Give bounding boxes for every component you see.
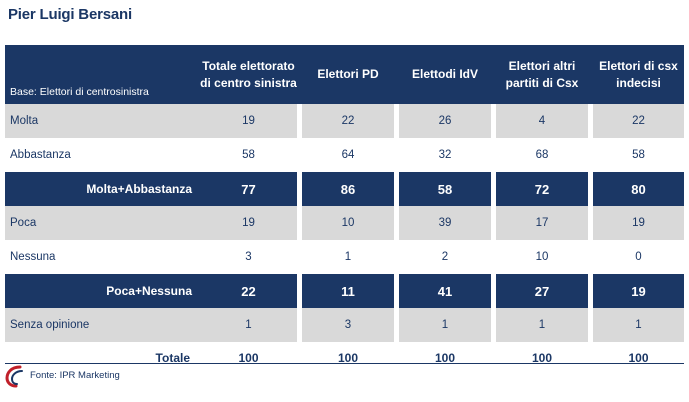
table-cell: 19	[200, 104, 297, 138]
row-label: Senza opinione	[5, 308, 200, 342]
row-label: Poca	[5, 206, 200, 240]
table-cell: 1	[200, 308, 297, 342]
table-cell: 26	[399, 104, 491, 138]
table-cell: 86	[302, 172, 394, 206]
table-cell: 58	[399, 172, 491, 206]
summary-row: Poca+Nessuna 22 11 41 27 19	[5, 274, 684, 308]
table-row: Molta 19 22 26 4 22	[5, 104, 684, 138]
table-cell: 11	[302, 274, 394, 308]
header-row: Base: Elettori di centrosinistra Totale …	[5, 45, 684, 104]
bottom-rule	[5, 363, 684, 364]
column-header-totale: Totale elettorato di centro sinistra	[200, 45, 297, 104]
table-cell: 27	[496, 274, 588, 308]
base-label: Base: Elettori di centrosinistra	[5, 45, 200, 104]
results-table: Base: Elettori di centrosinistra Totale …	[5, 45, 684, 374]
table-cell: 19	[200, 206, 297, 240]
source-note: Fonte: IPR Marketing	[30, 370, 120, 381]
total-row: Totale 100 100 100 100 100	[5, 342, 684, 374]
table-cell: 1	[399, 308, 491, 342]
row-label: Nessuna	[5, 240, 200, 274]
table-cell: 32	[399, 138, 491, 172]
table-cell: 1	[302, 240, 394, 274]
table-row: Senza opinione 1 3 1 1 1	[5, 308, 684, 342]
table-cell: 58	[200, 138, 297, 172]
table-cell: 58	[593, 138, 684, 172]
row-label: Poca+Nessuna	[5, 274, 200, 308]
table-cell: 19	[593, 206, 684, 240]
table-cell: 22	[200, 274, 297, 308]
table-cell: 10	[496, 240, 588, 274]
row-label: Abbastanza	[5, 138, 200, 172]
table-cell: 4	[496, 104, 588, 138]
table-cell: 100	[496, 342, 588, 374]
table-cell: 64	[302, 138, 394, 172]
table-row: Abbastanza 58 64 32 68 58	[5, 138, 684, 172]
column-header-indecisi: Elettori di csx indecisi	[593, 45, 684, 104]
table-cell: 2	[399, 240, 491, 274]
column-header-altri: Elettori altri partiti di Csx	[496, 45, 588, 104]
table-cell: 22	[593, 104, 684, 138]
table-cell: 100	[200, 342, 297, 374]
table-cell: 100	[399, 342, 491, 374]
table-cell: 77	[200, 172, 297, 206]
table-cell: 41	[399, 274, 491, 308]
table-cell: 100	[302, 342, 394, 374]
table-cell: 68	[496, 138, 588, 172]
table-cell: 39	[399, 206, 491, 240]
table-row: Poca 19 10 39 17 19	[5, 206, 684, 240]
row-label: Totale	[5, 342, 200, 374]
table-cell: 10	[302, 206, 394, 240]
column-header-idv: Elettodi IdV	[399, 45, 491, 104]
table-cell: 17	[496, 206, 588, 240]
table-cell: 100	[593, 342, 684, 374]
table-cell: 1	[496, 308, 588, 342]
table-cell: 22	[302, 104, 394, 138]
row-label: Molta+Abbastanza	[5, 172, 200, 206]
table-cell: 72	[496, 172, 588, 206]
table-cell: 3	[302, 308, 394, 342]
table-row: Nessuna 3 1 2 10 0	[5, 240, 684, 274]
table-cell: 1	[593, 308, 684, 342]
ipr-logo-icon	[5, 365, 23, 388]
page-title: Pier Luigi Bersani	[8, 6, 132, 23]
table-cell: 3	[200, 240, 297, 274]
table-cell: 19	[593, 274, 684, 308]
column-header-pd: Elettori PD	[302, 45, 394, 104]
table-cell: 80	[593, 172, 684, 206]
table-cell: 0	[593, 240, 684, 274]
row-label: Molta	[5, 104, 200, 138]
summary-row: Molta+Abbastanza 77 86 58 72 80	[5, 172, 684, 206]
